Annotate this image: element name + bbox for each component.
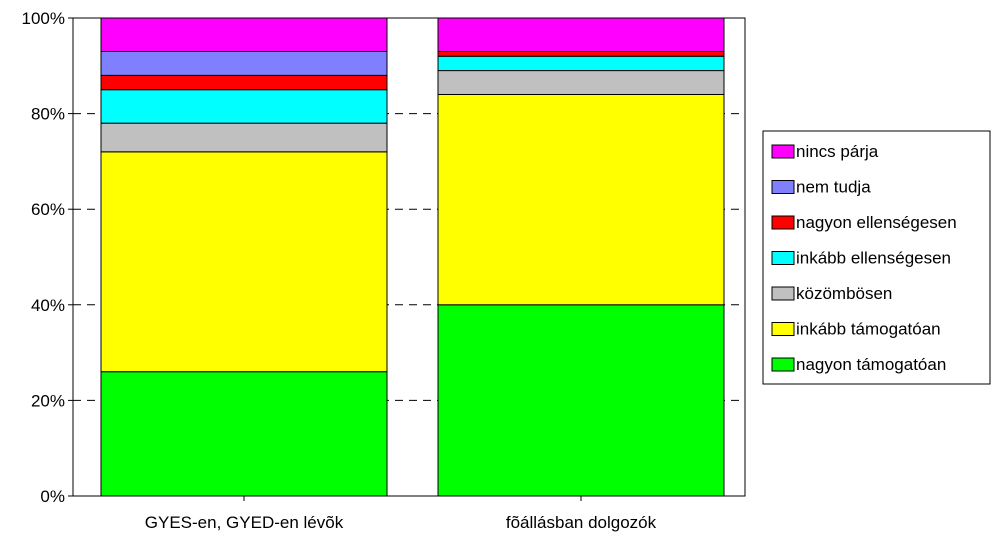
bar-segment <box>100 74 388 91</box>
bar-segment <box>437 17 725 52</box>
legend-swatch <box>771 322 795 336</box>
legend-swatch <box>771 215 795 230</box>
y-tick-label: 100% <box>22 9 65 28</box>
y-tick-label: 60% <box>31 200 65 219</box>
legend-label: inkább ellenségesen <box>796 249 951 268</box>
legend-swatch <box>771 144 795 159</box>
y-tick-label: 80% <box>31 105 65 124</box>
legend-label: inkább támogatóan <box>796 320 941 339</box>
bar-segment <box>100 151 388 373</box>
bar-segment <box>437 70 725 95</box>
legend-label: nagyon ellenségesen <box>796 213 957 232</box>
legend-swatch <box>771 357 795 372</box>
legend-label: nincs párja <box>796 142 879 161</box>
bar-segment <box>100 371 388 497</box>
bar-segment <box>437 55 725 72</box>
legend-label: nem tudja <box>796 178 871 197</box>
bar-segment <box>437 93 725 306</box>
bar-segment <box>100 122 388 153</box>
legend-swatch <box>771 286 795 301</box>
y-tick-label: 40% <box>31 296 65 315</box>
legend-box <box>762 130 991 385</box>
bar-segment <box>100 17 388 52</box>
x-tick-label: fõállásban dolgozók <box>506 513 657 532</box>
legend-label: nagyon támogatóan <box>796 355 946 374</box>
y-tick-label: 0% <box>40 487 65 506</box>
legend-label: közömbösen <box>796 284 892 303</box>
x-tick-label: GYES-en, GYED-en lévõk <box>145 513 344 532</box>
bar-segment <box>437 304 725 497</box>
bar-segment <box>100 89 388 124</box>
bar-segment <box>437 50 725 57</box>
bar-segment <box>100 50 388 76</box>
legend-swatch <box>771 180 795 194</box>
y-tick-label: 20% <box>31 391 65 410</box>
legend-swatch <box>771 251 795 265</box>
